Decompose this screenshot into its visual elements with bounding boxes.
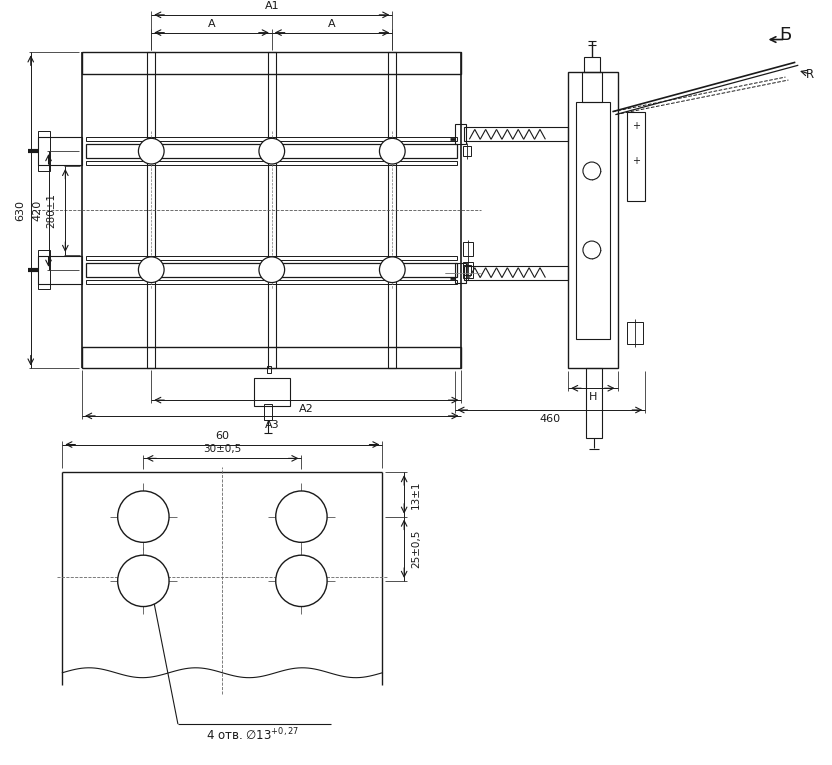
- Bar: [264, 404, 272, 420]
- Bar: [463, 242, 473, 256]
- Bar: [86, 138, 458, 142]
- Bar: [37, 138, 82, 165]
- Circle shape: [259, 138, 285, 164]
- Bar: [86, 161, 458, 165]
- Bar: [627, 112, 645, 200]
- Text: Б: Б: [780, 25, 791, 44]
- Bar: [464, 265, 568, 279]
- Circle shape: [583, 241, 601, 259]
- Circle shape: [117, 555, 169, 607]
- Bar: [82, 347, 462, 369]
- Text: R: R: [806, 67, 815, 80]
- Circle shape: [583, 162, 601, 180]
- Text: 420: 420: [32, 200, 42, 221]
- Bar: [86, 263, 458, 277]
- Bar: [586, 369, 602, 438]
- Bar: [86, 145, 458, 158]
- Circle shape: [379, 257, 405, 282]
- Text: 630: 630: [15, 200, 25, 221]
- Bar: [37, 250, 50, 289]
- Bar: [37, 132, 50, 171]
- Text: 13±1: 13±1: [411, 480, 421, 509]
- Text: 280±1: 280±1: [47, 193, 57, 228]
- Bar: [463, 262, 473, 278]
- Bar: [463, 265, 471, 275]
- Bar: [582, 72, 602, 102]
- Bar: [82, 52, 462, 74]
- Circle shape: [259, 257, 285, 282]
- Bar: [584, 57, 600, 72]
- Bar: [86, 256, 458, 260]
- Bar: [254, 379, 290, 406]
- Text: +: +: [632, 156, 641, 166]
- Circle shape: [138, 257, 164, 282]
- Bar: [576, 102, 610, 339]
- Text: Н: Н: [588, 392, 597, 402]
- Circle shape: [275, 491, 327, 542]
- Bar: [568, 72, 617, 369]
- Circle shape: [117, 491, 169, 542]
- Circle shape: [379, 138, 405, 164]
- Text: А1: А1: [265, 1, 279, 11]
- Text: 460: 460: [539, 414, 561, 424]
- Text: А3: А3: [265, 420, 279, 430]
- Bar: [86, 279, 458, 284]
- Bar: [454, 125, 467, 145]
- Text: А2: А2: [299, 404, 314, 414]
- Bar: [147, 52, 156, 369]
- Bar: [627, 322, 643, 343]
- Bar: [463, 146, 471, 156]
- Bar: [267, 366, 270, 373]
- Text: А: А: [208, 18, 215, 29]
- Bar: [389, 52, 396, 369]
- Text: +: +: [632, 122, 641, 132]
- Bar: [37, 256, 82, 284]
- Circle shape: [275, 555, 327, 607]
- Bar: [454, 263, 467, 282]
- Text: А: А: [328, 18, 336, 29]
- Circle shape: [138, 138, 164, 164]
- Text: 4 отв. $\varnothing$13$^{+0,27}$: 4 отв. $\varnothing$13$^{+0,27}$: [206, 727, 299, 744]
- Text: 30±0,5: 30±0,5: [203, 444, 241, 454]
- Text: 25±0,5: 25±0,5: [411, 529, 421, 568]
- Text: 60: 60: [215, 431, 230, 441]
- Bar: [268, 52, 275, 369]
- Bar: [464, 128, 568, 142]
